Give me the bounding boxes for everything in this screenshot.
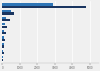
Bar (2, 43, 4, 45)
Bar (2, 36, 4, 39)
Bar (2, 26, 7, 28)
Bar (2, 39, 5, 41)
Bar (2, 19, 10, 21)
Bar (2, 3, 53, 6)
Bar (2, 23, 5, 25)
Bar (2, 52, 4, 54)
Bar (2, 50, 3, 52)
Bar (2, 10, 11, 12)
Bar (2, 30, 4, 32)
Bar (2, 12, 14, 15)
Bar (2, 17, 6, 19)
Bar (2, 45, 4, 48)
Bar (2, 6, 86, 8)
Bar (2, 32, 6, 34)
Bar (2, 56, 3, 58)
Bar (2, 59, 3, 61)
